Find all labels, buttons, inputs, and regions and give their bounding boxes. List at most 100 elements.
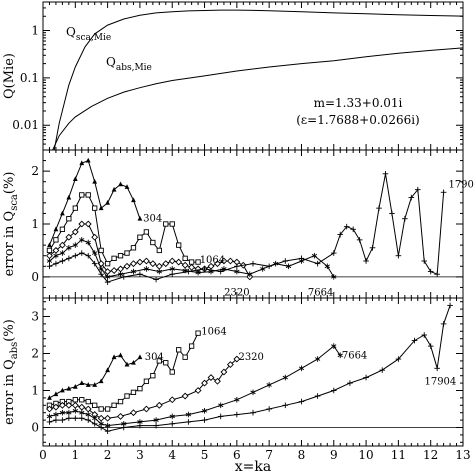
data-point bbox=[131, 197, 136, 203]
data-point bbox=[156, 268, 162, 275]
data-point bbox=[130, 260, 137, 268]
data-point bbox=[66, 216, 72, 222]
data-point bbox=[85, 252, 92, 259]
data-point bbox=[185, 268, 192, 275]
data-point bbox=[137, 386, 143, 392]
data-point bbox=[92, 178, 98, 184]
data-point bbox=[65, 233, 73, 241]
data-point bbox=[201, 417, 208, 423]
data-point bbox=[72, 384, 78, 389]
bottom-ylabel-sub: abs bbox=[9, 342, 20, 360]
x-tick-label: 1 bbox=[71, 448, 79, 462]
series-label-7664: 7664 bbox=[342, 350, 367, 361]
data-point bbox=[169, 271, 176, 278]
data-point bbox=[250, 260, 256, 267]
data-point bbox=[66, 244, 72, 251]
bottom-ylabel-main: error in Q bbox=[2, 359, 17, 425]
data-point bbox=[156, 358, 162, 364]
x-tick-label: 2 bbox=[104, 448, 112, 462]
data-point bbox=[156, 247, 162, 254]
y-tick-label: 0.01 bbox=[12, 118, 39, 132]
data-point bbox=[72, 242, 78, 248]
data-point bbox=[188, 263, 196, 271]
data-point bbox=[314, 356, 321, 362]
x-tick-label: 4 bbox=[168, 448, 176, 462]
data-point bbox=[53, 391, 59, 397]
data-point bbox=[176, 242, 182, 248]
data-point bbox=[72, 205, 78, 211]
data-point bbox=[447, 302, 453, 309]
data-point bbox=[71, 228, 79, 236]
y-tick-label: 1 bbox=[31, 217, 39, 231]
data-point bbox=[163, 360, 169, 366]
data-point bbox=[117, 271, 124, 278]
data-point bbox=[155, 401, 163, 409]
data-point bbox=[72, 408, 78, 414]
data-point bbox=[155, 262, 163, 270]
data-point bbox=[150, 239, 156, 246]
series-layer bbox=[43, 9, 463, 434]
bottom-panel-frame bbox=[42, 297, 464, 447]
data-point bbox=[53, 260, 59, 267]
x-tick-label: 13 bbox=[455, 448, 470, 462]
data-point bbox=[111, 354, 117, 360]
data-point bbox=[395, 356, 402, 362]
data-point bbox=[117, 412, 124, 420]
data-point bbox=[98, 406, 104, 412]
data-point bbox=[92, 415, 98, 422]
y-tick-label: 1 bbox=[31, 24, 39, 38]
data-point bbox=[92, 382, 98, 387]
data-point bbox=[195, 330, 201, 336]
ticks-layer bbox=[42, 1, 464, 446]
data-point bbox=[46, 419, 53, 425]
data-point bbox=[175, 258, 183, 266]
qsca-label-main: Q bbox=[66, 25, 76, 39]
y-tick-label: 1 bbox=[31, 384, 39, 398]
data-point bbox=[98, 205, 104, 211]
data-point bbox=[168, 396, 176, 404]
qabs-label-sub: abs,Mie bbox=[116, 63, 152, 73]
data-point bbox=[298, 398, 305, 405]
data-point bbox=[66, 385, 72, 391]
data-point bbox=[168, 257, 176, 265]
data-point bbox=[79, 160, 85, 166]
data-point bbox=[78, 250, 85, 256]
permittivity-annotation: (ε=1.7688+0.0266i) bbox=[296, 113, 420, 127]
data-point bbox=[331, 343, 337, 349]
data-point bbox=[201, 379, 208, 387]
x-tick-label: 7 bbox=[265, 448, 273, 462]
data-point bbox=[324, 263, 330, 270]
data-point bbox=[72, 252, 79, 259]
top-ylabel: Q(Mie) bbox=[2, 53, 17, 99]
data-point bbox=[78, 220, 86, 228]
data-point bbox=[104, 260, 111, 267]
data-point bbox=[250, 389, 256, 396]
y-tick-label: 3 bbox=[31, 310, 39, 324]
bottom-ylabel: error in Qabs(%) bbox=[2, 319, 20, 425]
data-point bbox=[408, 194, 415, 201]
data-point bbox=[120, 424, 127, 431]
data-point bbox=[337, 231, 344, 238]
y-tick-label: 0.1 bbox=[20, 71, 39, 85]
data-point bbox=[118, 352, 123, 358]
middle-ylabel: error in Qsca(%) bbox=[2, 172, 20, 277]
data-point bbox=[298, 255, 305, 262]
data-point bbox=[85, 239, 91, 246]
data-point bbox=[282, 258, 289, 264]
data-point bbox=[185, 419, 192, 425]
data-point bbox=[46, 247, 53, 254]
y-tick-label: 0 bbox=[31, 270, 39, 284]
x-tick-label: 0 bbox=[39, 448, 47, 462]
data-point bbox=[149, 260, 157, 268]
data-point bbox=[98, 271, 104, 278]
data-point bbox=[105, 367, 111, 373]
data-point bbox=[79, 380, 85, 386]
data-point bbox=[137, 354, 143, 360]
data-point bbox=[46, 413, 53, 420]
data-point bbox=[142, 257, 150, 265]
data-point bbox=[85, 417, 92, 423]
series-label-1064: 1064 bbox=[200, 255, 225, 266]
data-point bbox=[330, 250, 337, 256]
data-point bbox=[220, 368, 228, 376]
data-point bbox=[153, 422, 159, 429]
